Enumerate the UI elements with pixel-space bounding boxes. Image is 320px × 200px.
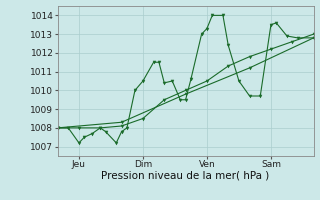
X-axis label: Pression niveau de la mer( hPa ): Pression niveau de la mer( hPa ): [101, 171, 270, 181]
